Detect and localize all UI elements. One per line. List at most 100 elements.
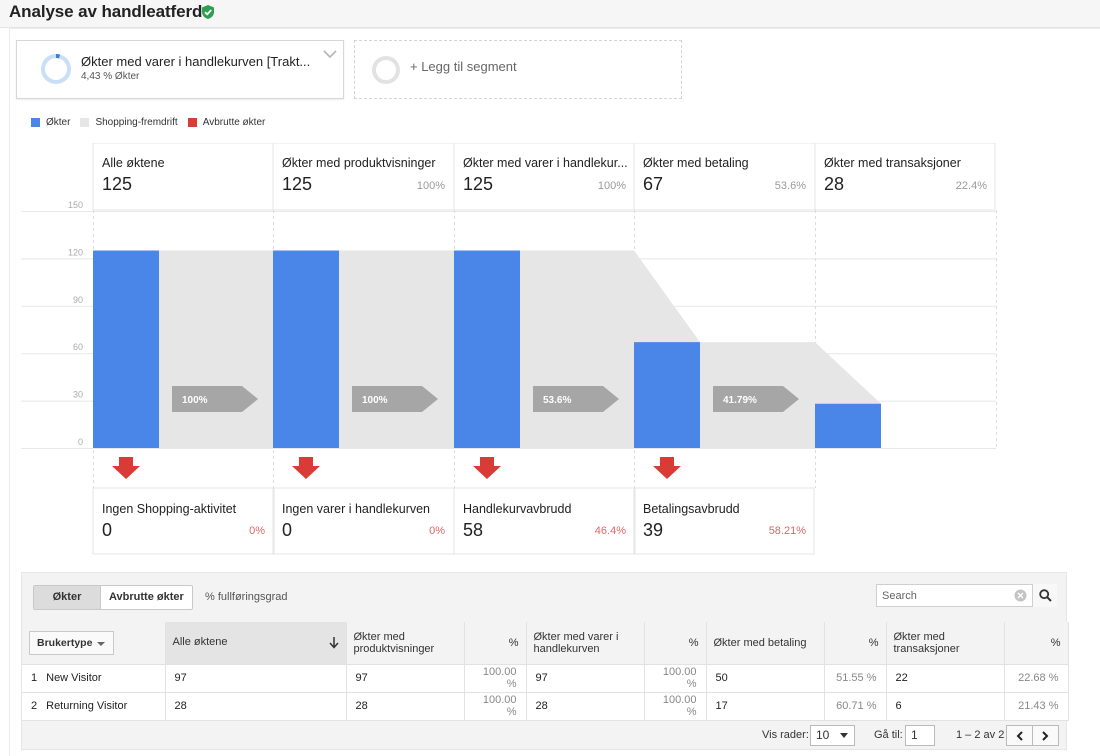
dimension-header: Brukertype [22,622,166,665]
search-input[interactable] [877,585,1027,606]
table-cell: 100.00 % [644,664,707,693]
column-header-transactions[interactable]: Økter med transaksjoner [886,622,1005,665]
clear-icon[interactable] [1014,589,1027,602]
step-header-box [633,143,816,211]
abandonment-value: 0 [102,520,113,540]
table-cell: 28 [346,692,465,721]
y-tick-label: 120 [68,247,83,257]
step-label: Økter med varer i handlekur... [463,156,628,170]
progression-arrow [533,386,619,412]
abandonment-arrow-icon [112,457,140,479]
legend-swatch-sessions [31,117,40,127]
abandonment-no-shopping: Ingen Shopping-aktivitet 0 0% [93,488,273,554]
step-header-all-sessions: Alle øktene 125 [93,143,273,210]
funnel-chart-svg: 150 120 90 60 30 0 100% 100% 53.6% 41.79% [21,143,997,555]
legend-swatch-progress [80,117,90,127]
search-icon [1039,589,1052,602]
legend-swatch-abandoned [187,117,197,127]
chevron-left-icon [1016,731,1023,741]
funnel-chart: 150 120 90 60 30 0 100% 100% 53.6% 41.79% Alle øk… [21,143,1100,555]
progression-rate-label: 53.6% [543,395,571,406]
step-value: 28 [824,174,845,194]
y-tick-label: 30 [73,390,83,400]
progression-rate-label: 100% [182,395,208,406]
funnel-bar [815,403,881,448]
caret-down-icon [97,641,105,646]
chart-legend: Økter Shopping-fremdrift Avbrutte økter [31,115,275,129]
abandonment-box [453,487,636,555]
step-percent: 100% [597,180,626,192]
abandonment-no-cart: Ingen varer i handlekurven 0 0% [273,488,453,554]
step-label: Økter med transaksjoner [824,156,961,170]
abandonment-arrow-icon [653,457,681,479]
segment-card[interactable]: Økter med varer i handlekurven [Trakt...… [16,40,344,99]
tab-sessions[interactable]: Økter [34,586,101,609]
dimension-selector[interactable]: Brukertype [29,630,114,655]
column-header-product-views[interactable]: Økter med produktvisninger [346,622,465,665]
abandonment-percent: 0% [429,525,445,537]
y-tick-label: 150 [68,200,83,210]
add-segment-button[interactable]: + Legg til segment [354,40,682,99]
table-row: 1 New Visitor 97 97 100.00 % 97 100.00 % 50 51.5… [22,664,1069,693]
step-value: 67 [643,174,664,194]
y-tick-label: 90 [73,295,83,305]
step-header-add-to-cart: Økter med varer i handlekur... 125 100% [454,143,634,210]
step-label: Økter med betaling [643,156,749,170]
empty-segment-ring-icon [372,56,400,84]
table-cell: 22.68 % [1004,664,1069,693]
abandonment-value: 39 [643,520,664,540]
legend-item-progress: Shopping-fremdrift [80,116,178,128]
explorer-table-panel: Økter Avbrutte økter % fullføringsgrad B… [21,572,1069,750]
progression-arrow [352,386,438,412]
abandonment-arrow-icon [292,457,320,479]
previous-page-button[interactable] [1007,726,1032,745]
column-header-all-sessions[interactable]: Alle øktene [165,622,347,665]
abandonment-arrow-icon [473,457,501,479]
table-cell: 22 [886,664,1005,693]
table-cell: 21.43 % [1004,692,1069,721]
step-percent: 53.6% [774,180,806,192]
table-cell: 50 [706,664,825,693]
progression-arrow [172,386,258,412]
progression-rate-label: 41.79% [723,395,757,406]
goto-label: Gå til: [874,729,903,741]
column-header-cart[interactable]: Økter med varer i handlekurven [526,622,645,665]
row-link[interactable]: New Visitor [46,672,102,684]
step-header-checkout: Økter med betaling 67 53.6% [634,143,814,210]
next-page-button[interactable] [1032,726,1058,745]
verified-shield-icon [202,5,214,19]
table-header-row: Brukertype Alle øktene Økter med produkt… [22,622,1069,665]
row-dimension-cell: 2 Returning Visitor [22,692,166,721]
funnel-bar [634,342,700,448]
table-cell: 6 [886,692,1005,721]
page-nav [1006,725,1059,746]
row-index: 1 [31,672,38,684]
step-header-box [272,143,455,211]
row-link[interactable]: Returning Visitor [46,700,128,712]
rows-per-page-select[interactable]: 10 [810,725,855,746]
legend-item-abandoned: Avbrutte økter [187,116,266,128]
column-header-percent[interactable]: % [824,622,887,665]
abandonment-label: Ingen varer i handlekurven [282,502,431,516]
page-title: Analyse av handleatferd [9,2,203,21]
add-segment-label: + Legg til segment [410,59,517,74]
column-header-percent[interactable]: % [1004,622,1069,665]
column-header-checkout[interactable]: Økter med betaling [706,622,825,665]
chevron-right-icon [1042,731,1049,741]
completion-rate-toggle[interactable]: % fullføringsgrad [205,591,288,603]
goto-page-input[interactable]: 1 [905,725,935,746]
step-header-transactions: Økter med transaksjoner 28 22.4% [815,143,995,210]
chevron-down-icon[interactable] [323,49,337,59]
tab-abandoned-sessions[interactable]: Avbrutte økter [109,591,184,603]
dimension-label: Brukertype [37,636,93,649]
table-row: 2 Returning Visitor 28 28 100.00 % 28 100.00 %… [22,692,1069,721]
abandonment-checkout: Betalingsavbrudd 39 58.21% [634,488,814,554]
legend-label-progress: Shopping-fremdrift [95,116,178,128]
search-button[interactable] [1032,584,1057,607]
legend-label-abandoned: Avbrutte økter [202,116,266,128]
row-dimension-cell: 1 New Visitor [22,664,166,693]
column-header-percent[interactable]: % [644,622,707,665]
shopping-progress-flow [339,250,454,448]
shopping-progress-flow [520,250,634,448]
column-header-percent[interactable]: % [464,622,527,665]
